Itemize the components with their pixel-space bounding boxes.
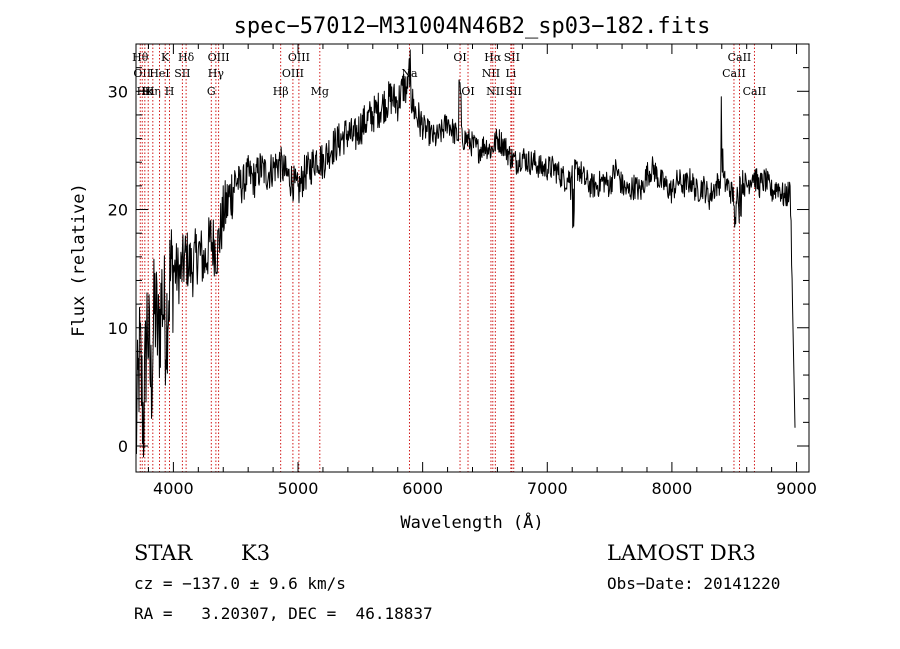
line-marker-label: Hθ — [132, 51, 149, 64]
x-tick-label: 6000 — [402, 479, 443, 498]
line-marker-label: NII — [486, 85, 504, 98]
line-marker-label: Hι — [141, 85, 155, 98]
x-axis-ticks: 4000 5000 6000 7000 8000 9000 — [147, 44, 817, 498]
y-axis-ticks: 0 10 20 30 — [108, 67, 809, 456]
spectrum-series — [135, 49, 796, 458]
line-marker-label: SII — [504, 51, 520, 64]
object-class: STAR — [134, 541, 193, 565]
line-marker-label: SII — [174, 67, 190, 80]
x-tick-label: 7000 — [527, 479, 568, 498]
y-tick-label: 0 — [118, 437, 128, 456]
line-marker-label: OIII — [282, 67, 304, 80]
emission-line-markers: HθOIIHκHιHηHeIKHSIIHδGHγOIIIHβOIIIOIIIMg… — [132, 44, 766, 472]
line-marker-label: Hα — [484, 51, 502, 64]
y-tick-label: 10 — [108, 319, 128, 338]
line-marker-label: CaII — [743, 85, 767, 98]
redshift-cz: cz = −137.0 ± 9.6 km/s — [134, 574, 346, 593]
line-marker-label: SII — [506, 85, 522, 98]
x-tick-label: 9000 — [776, 479, 817, 498]
line-marker-label: OI — [453, 51, 466, 64]
plot-frame — [135, 43, 810, 473]
line-marker-label: Li — [505, 67, 516, 80]
y-tick-label: 20 — [108, 201, 128, 220]
coordinates: RA = 3.20307, DEC = 46.18837 — [134, 604, 433, 623]
x-tick-label: 4000 — [153, 479, 194, 498]
x-tick-label: 8000 — [652, 479, 693, 498]
observation-date: Obs−Date: 20141220 — [607, 574, 780, 593]
line-marker-label: Hγ — [208, 67, 225, 80]
line-marker-label: OIII — [288, 51, 310, 64]
line-marker-label: OIII — [208, 51, 230, 64]
x-axis-label: Wavelength (Å) — [400, 511, 543, 533]
line-marker-label: Hβ — [273, 85, 289, 98]
line-marker-label: G — [207, 85, 216, 98]
object-subclass: K3 — [241, 541, 270, 565]
chart-title: spec−57012−M31004N46B2_sp03−182.fits — [234, 14, 711, 39]
line-marker-label: HeI — [149, 67, 169, 80]
line-marker-label: NII — [482, 67, 500, 80]
line-marker-label: K — [161, 51, 170, 64]
survey-name: LAMOST DR3 — [607, 541, 756, 565]
line-marker-label: Hδ — [178, 51, 195, 64]
line-marker-label: CaII — [728, 51, 752, 64]
x-tick-label: 5000 — [278, 479, 319, 498]
spectrum-line — [135, 49, 796, 458]
line-marker-label: OI — [461, 85, 474, 98]
line-marker-label: CaII — [722, 67, 746, 80]
line-marker-label: Mg — [311, 85, 329, 98]
y-tick-label: 30 — [108, 82, 128, 101]
line-marker-label: OII — [133, 67, 151, 80]
line-marker-label: Hη — [145, 85, 161, 98]
y-axis-label: Flux (relative) — [69, 183, 89, 337]
line-marker-label: H — [165, 85, 175, 98]
